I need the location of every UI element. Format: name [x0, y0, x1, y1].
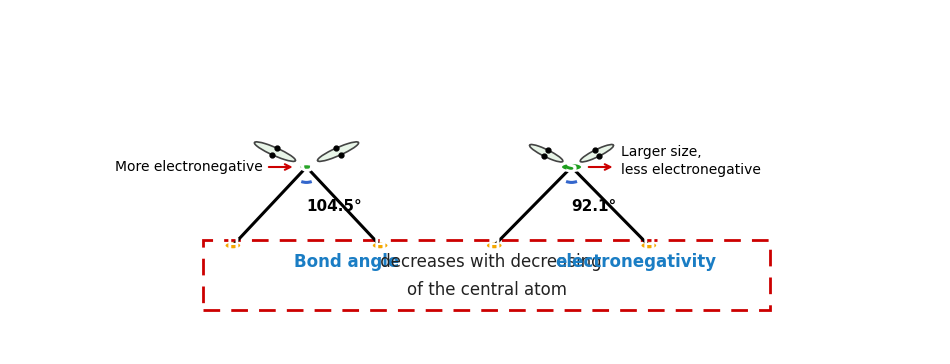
Ellipse shape [580, 145, 614, 162]
Ellipse shape [317, 142, 358, 161]
Text: Bond angle: Bond angle [294, 253, 399, 271]
Circle shape [225, 243, 240, 248]
FancyBboxPatch shape [203, 240, 770, 310]
Text: electronegativity: electronegativity [555, 253, 716, 271]
Text: Larger size,: Larger size, [621, 145, 702, 159]
Ellipse shape [255, 142, 295, 161]
Text: O: O [299, 158, 314, 176]
Circle shape [641, 243, 656, 248]
Text: H: H [373, 238, 387, 253]
Text: H: H [226, 238, 239, 253]
Circle shape [299, 164, 314, 170]
Text: H: H [642, 238, 656, 253]
Circle shape [372, 243, 388, 248]
Text: S: S [565, 158, 578, 176]
Circle shape [560, 163, 582, 171]
Text: 104.5°: 104.5° [307, 199, 362, 214]
Text: of the central atom: of the central atom [407, 281, 567, 299]
Text: decreases with decreasing: decreases with decreasing [375, 253, 607, 271]
Text: less electronegative: less electronegative [621, 163, 761, 177]
Circle shape [487, 243, 502, 248]
Text: 92.1°: 92.1° [572, 199, 617, 214]
Text: H: H [488, 238, 501, 253]
Ellipse shape [529, 145, 562, 162]
Text: More electronegative: More electronegative [115, 160, 262, 174]
